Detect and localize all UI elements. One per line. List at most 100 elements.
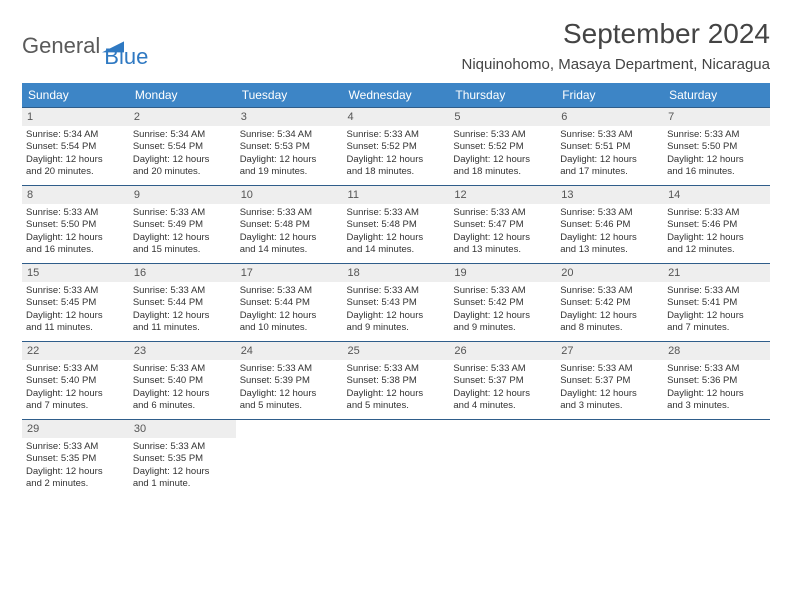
calendar-cell — [449, 420, 556, 498]
sunrise-text: Sunrise: 5:33 AM — [26, 207, 125, 219]
day-details: Sunrise: 5:33 AMSunset: 5:52 PMDaylight:… — [343, 126, 450, 182]
day-details: Sunrise: 5:33 AMSunset: 5:36 PMDaylight:… — [663, 360, 770, 416]
day-cell: 25Sunrise: 5:33 AMSunset: 5:38 PMDayligh… — [343, 342, 450, 419]
day-number: 13 — [556, 186, 663, 204]
daylight-line1: Daylight: 12 hours — [240, 388, 339, 400]
brand-logo: General Blue — [22, 18, 148, 70]
day-cell: 28Sunrise: 5:33 AMSunset: 5:36 PMDayligh… — [663, 342, 770, 419]
sunrise-text: Sunrise: 5:33 AM — [453, 129, 552, 141]
day-cell: 17Sunrise: 5:33 AMSunset: 5:44 PMDayligh… — [236, 264, 343, 341]
daylight-line2: and 3 minutes. — [667, 400, 766, 412]
calendar-cell: 24Sunrise: 5:33 AMSunset: 5:39 PMDayligh… — [236, 342, 343, 420]
sunrise-text: Sunrise: 5:33 AM — [133, 207, 232, 219]
calendar-cell: 11Sunrise: 5:33 AMSunset: 5:48 PMDayligh… — [343, 186, 450, 264]
daylight-line1: Daylight: 12 hours — [133, 466, 232, 478]
day-number: 17 — [236, 264, 343, 282]
daylight-line1: Daylight: 12 hours — [453, 388, 552, 400]
day-cell: 30Sunrise: 5:33 AMSunset: 5:35 PMDayligh… — [129, 420, 236, 498]
sunset-text: Sunset: 5:44 PM — [240, 297, 339, 309]
day-details: Sunrise: 5:33 AMSunset: 5:49 PMDaylight:… — [129, 204, 236, 260]
day-number: 24 — [236, 342, 343, 360]
day-number: 4 — [343, 108, 450, 126]
day-header-sunday: Sunday — [22, 83, 129, 108]
sunset-text: Sunset: 5:44 PM — [133, 297, 232, 309]
calendar-cell: 14Sunrise: 5:33 AMSunset: 5:46 PMDayligh… — [663, 186, 770, 264]
calendar-cell: 20Sunrise: 5:33 AMSunset: 5:42 PMDayligh… — [556, 264, 663, 342]
day-cell: 18Sunrise: 5:33 AMSunset: 5:43 PMDayligh… — [343, 264, 450, 341]
day-number: 3 — [236, 108, 343, 126]
calendar-week-row: 22Sunrise: 5:33 AMSunset: 5:40 PMDayligh… — [22, 342, 770, 420]
calendar-cell: 26Sunrise: 5:33 AMSunset: 5:37 PMDayligh… — [449, 342, 556, 420]
sunrise-text: Sunrise: 5:33 AM — [667, 207, 766, 219]
day-cell: 14Sunrise: 5:33 AMSunset: 5:46 PMDayligh… — [663, 186, 770, 263]
day-details: Sunrise: 5:34 AMSunset: 5:54 PMDaylight:… — [129, 126, 236, 182]
sunset-text: Sunset: 5:35 PM — [26, 453, 125, 465]
day-details: Sunrise: 5:33 AMSunset: 5:42 PMDaylight:… — [556, 282, 663, 338]
day-cell: 3Sunrise: 5:34 AMSunset: 5:53 PMDaylight… — [236, 108, 343, 185]
sunset-text: Sunset: 5:41 PM — [667, 297, 766, 309]
daylight-line2: and 7 minutes. — [667, 322, 766, 334]
calendar-cell: 29Sunrise: 5:33 AMSunset: 5:35 PMDayligh… — [22, 420, 129, 498]
sunset-text: Sunset: 5:53 PM — [240, 141, 339, 153]
daylight-line2: and 6 minutes. — [133, 400, 232, 412]
sunrise-text: Sunrise: 5:33 AM — [453, 285, 552, 297]
calendar-cell: 15Sunrise: 5:33 AMSunset: 5:45 PMDayligh… — [22, 264, 129, 342]
sunrise-text: Sunrise: 5:33 AM — [453, 207, 552, 219]
daylight-line2: and 5 minutes. — [240, 400, 339, 412]
daylight-line2: and 14 minutes. — [240, 244, 339, 256]
day-details: Sunrise: 5:33 AMSunset: 5:45 PMDaylight:… — [22, 282, 129, 338]
calendar-cell: 10Sunrise: 5:33 AMSunset: 5:48 PMDayligh… — [236, 186, 343, 264]
day-details: Sunrise: 5:33 AMSunset: 5:38 PMDaylight:… — [343, 360, 450, 416]
day-number: 30 — [129, 420, 236, 438]
day-details: Sunrise: 5:33 AMSunset: 5:50 PMDaylight:… — [22, 204, 129, 260]
day-number: 9 — [129, 186, 236, 204]
day-cell: 8Sunrise: 5:33 AMSunset: 5:50 PMDaylight… — [22, 186, 129, 263]
day-cell: 13Sunrise: 5:33 AMSunset: 5:46 PMDayligh… — [556, 186, 663, 263]
sunset-text: Sunset: 5:42 PM — [560, 297, 659, 309]
day-number: 25 — [343, 342, 450, 360]
calendar-cell: 4Sunrise: 5:33 AMSunset: 5:52 PMDaylight… — [343, 108, 450, 186]
sunset-text: Sunset: 5:50 PM — [667, 141, 766, 153]
sunset-text: Sunset: 5:40 PM — [133, 375, 232, 387]
day-details: Sunrise: 5:33 AMSunset: 5:50 PMDaylight:… — [663, 126, 770, 182]
sunset-text: Sunset: 5:46 PM — [560, 219, 659, 231]
daylight-line1: Daylight: 12 hours — [133, 310, 232, 322]
day-number: 8 — [22, 186, 129, 204]
daylight-line2: and 20 minutes. — [26, 166, 125, 178]
day-details: Sunrise: 5:33 AMSunset: 5:37 PMDaylight:… — [556, 360, 663, 416]
calendar-cell: 12Sunrise: 5:33 AMSunset: 5:47 PMDayligh… — [449, 186, 556, 264]
daylight-line2: and 18 minutes. — [453, 166, 552, 178]
sunrise-text: Sunrise: 5:33 AM — [133, 363, 232, 375]
calendar-cell: 5Sunrise: 5:33 AMSunset: 5:52 PMDaylight… — [449, 108, 556, 186]
calendar-cell: 13Sunrise: 5:33 AMSunset: 5:46 PMDayligh… — [556, 186, 663, 264]
daylight-line2: and 15 minutes. — [133, 244, 232, 256]
calendar-cell: 1Sunrise: 5:34 AMSunset: 5:54 PMDaylight… — [22, 108, 129, 186]
day-number: 21 — [663, 264, 770, 282]
sunrise-text: Sunrise: 5:33 AM — [133, 285, 232, 297]
brand-part2: Blue — [104, 44, 148, 70]
sunrise-text: Sunrise: 5:34 AM — [133, 129, 232, 141]
day-cell: 12Sunrise: 5:33 AMSunset: 5:47 PMDayligh… — [449, 186, 556, 263]
day-details: Sunrise: 5:33 AMSunset: 5:48 PMDaylight:… — [343, 204, 450, 260]
daylight-line1: Daylight: 12 hours — [560, 388, 659, 400]
title-block: September 2024 Niquinohomo, Masaya Depar… — [462, 18, 771, 73]
brand-part1: General — [22, 33, 100, 59]
day-number: 18 — [343, 264, 450, 282]
sunrise-text: Sunrise: 5:33 AM — [347, 363, 446, 375]
calendar-week-row: 8Sunrise: 5:33 AMSunset: 5:50 PMDaylight… — [22, 186, 770, 264]
calendar-cell: 18Sunrise: 5:33 AMSunset: 5:43 PMDayligh… — [343, 264, 450, 342]
calendar-cell: 30Sunrise: 5:33 AMSunset: 5:35 PMDayligh… — [129, 420, 236, 498]
day-header-saturday: Saturday — [663, 83, 770, 108]
day-cell: 15Sunrise: 5:33 AMSunset: 5:45 PMDayligh… — [22, 264, 129, 341]
daylight-line1: Daylight: 12 hours — [347, 154, 446, 166]
sunset-text: Sunset: 5:49 PM — [133, 219, 232, 231]
day-number: 20 — [556, 264, 663, 282]
daylight-line2: and 8 minutes. — [560, 322, 659, 334]
calendar-cell — [343, 420, 450, 498]
daylight-line2: and 13 minutes. — [560, 244, 659, 256]
sunset-text: Sunset: 5:36 PM — [667, 375, 766, 387]
day-number: 23 — [129, 342, 236, 360]
daylight-line2: and 9 minutes. — [347, 322, 446, 334]
daylight-line1: Daylight: 12 hours — [240, 310, 339, 322]
day-header-friday: Friday — [556, 83, 663, 108]
